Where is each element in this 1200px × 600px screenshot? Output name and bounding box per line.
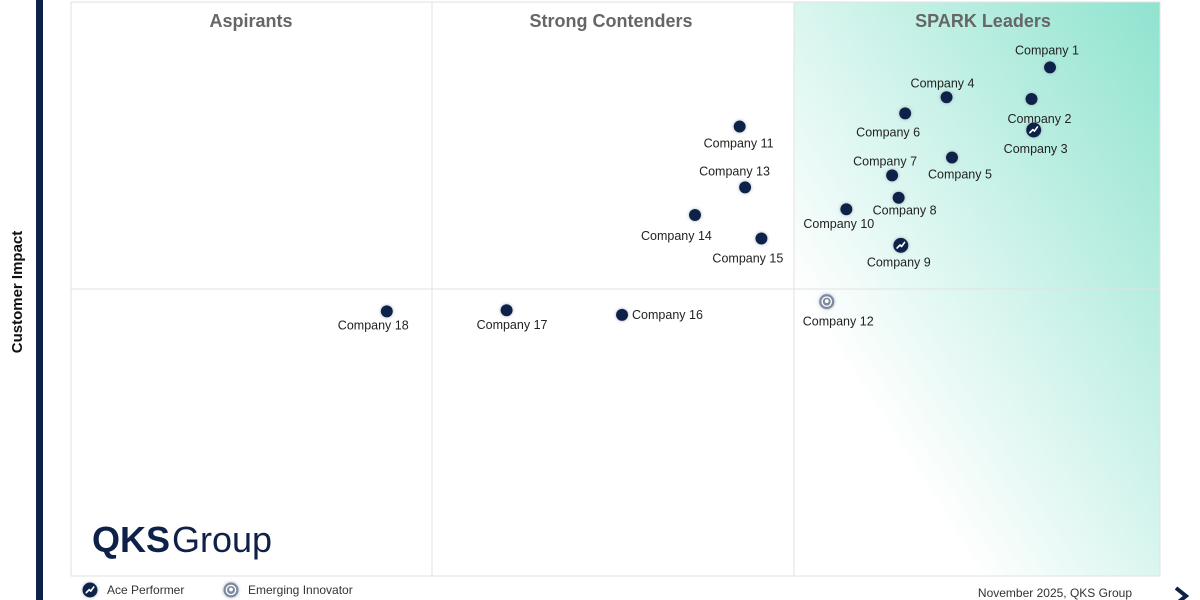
data-point-company-6: Company 6: [856, 107, 920, 139]
ace-performer-marker: [893, 237, 909, 253]
plot-area: [70, 1, 1161, 577]
point-label: Company 6: [856, 125, 920, 139]
point-label: Company 9: [867, 255, 931, 269]
logo-bold-text: QKS: [92, 519, 170, 560]
data-point-company-18: Company 18: [338, 305, 409, 332]
point-label: Company 10: [803, 217, 874, 231]
point-marker: [688, 208, 701, 221]
left-frame-bar: [36, 0, 43, 600]
data-point-company-3: Company 3: [1004, 122, 1068, 156]
point-marker: [380, 305, 393, 318]
data-point-company-12: Company 12: [803, 294, 874, 329]
point-marker: [1044, 61, 1057, 74]
point-label: Company 13: [699, 164, 770, 178]
quadrant-title-spark-leaders: SPARK Leaders: [915, 11, 1051, 31]
logo-light-text: Group: [172, 519, 272, 560]
point-label: Company 7: [853, 154, 917, 168]
point-marker: [616, 308, 629, 321]
point-label: Company 4: [911, 76, 975, 90]
data-point-company-5: Company 5: [928, 151, 992, 182]
point-marker: [733, 120, 746, 133]
point-label: Company 16: [632, 308, 703, 322]
footer-credit: November 2025, QKS Group: [978, 586, 1132, 600]
data-point-company-15: Company 15: [712, 232, 783, 265]
point-marker: [892, 191, 905, 204]
data-point-company-1: Company 1: [1015, 43, 1079, 74]
point-label: Company 3: [1004, 142, 1068, 156]
point-label: Company 8: [873, 204, 937, 218]
point-label: Company 18: [338, 318, 409, 332]
data-point-company-8: Company 8: [873, 191, 937, 218]
point-label: Company 1: [1015, 43, 1079, 57]
ace-performer-marker: [1026, 122, 1042, 138]
data-point-company-7: Company 7: [853, 154, 917, 182]
legend: Ace Performer Emerging Innovator: [82, 582, 353, 598]
data-point-company-17: Company 17: [477, 304, 548, 332]
point-marker: [1025, 93, 1038, 106]
legend-item-emerging-innovator: Emerging Innovator: [223, 582, 353, 598]
point-marker: [899, 107, 912, 120]
data-point-company-4: Company 4: [911, 76, 975, 104]
point-marker: [739, 181, 752, 194]
point-marker: [886, 169, 899, 182]
data-point-company-14: Company 14: [641, 208, 712, 243]
chevron-right-icon: [1174, 586, 1190, 600]
point-label: Company 17: [477, 318, 548, 332]
data-point-company-16: Company 16: [616, 308, 703, 322]
data-point-company-13: Company 13: [699, 164, 770, 194]
point-label: Company 12: [803, 315, 874, 329]
point-marker: [755, 232, 768, 245]
point-marker: [946, 151, 959, 164]
y-axis-label: Customer Impact: [9, 231, 26, 354]
legend-label: Ace Performer: [107, 583, 184, 597]
data-point-company-2: Company 2: [1007, 93, 1071, 126]
point-marker: [840, 203, 853, 216]
point-marker: [500, 304, 513, 317]
quadrant-title-aspirants: Aspirants: [209, 11, 292, 31]
data-point-company-11: Company 11: [704, 120, 774, 151]
point-label: Company 14: [641, 229, 712, 243]
point-label: Company 15: [712, 251, 783, 265]
quadrant-title-strong-contenders: Strong Contenders: [529, 11, 692, 31]
legend-item-ace-performer: Ace Performer: [82, 582, 184, 598]
point-label: Company 5: [928, 168, 992, 182]
point-marker: [940, 91, 953, 104]
point-label: Company 11: [704, 137, 774, 151]
emerging-innovator-marker: [819, 294, 835, 310]
ace-performer-icon: [82, 582, 98, 598]
data-point-company-9: Company 9: [867, 237, 931, 269]
data-points: Company 1 Company 2 Company 3 Company 4 Comp…: [338, 43, 1079, 332]
data-point-company-10: Company 10: [803, 203, 874, 231]
qks-group-logo: QKSGroup: [92, 519, 272, 560]
legend-label: Emerging Innovator: [248, 583, 353, 597]
emerging-innovator-icon: [223, 582, 239, 598]
point-label: Company 2: [1007, 112, 1071, 126]
